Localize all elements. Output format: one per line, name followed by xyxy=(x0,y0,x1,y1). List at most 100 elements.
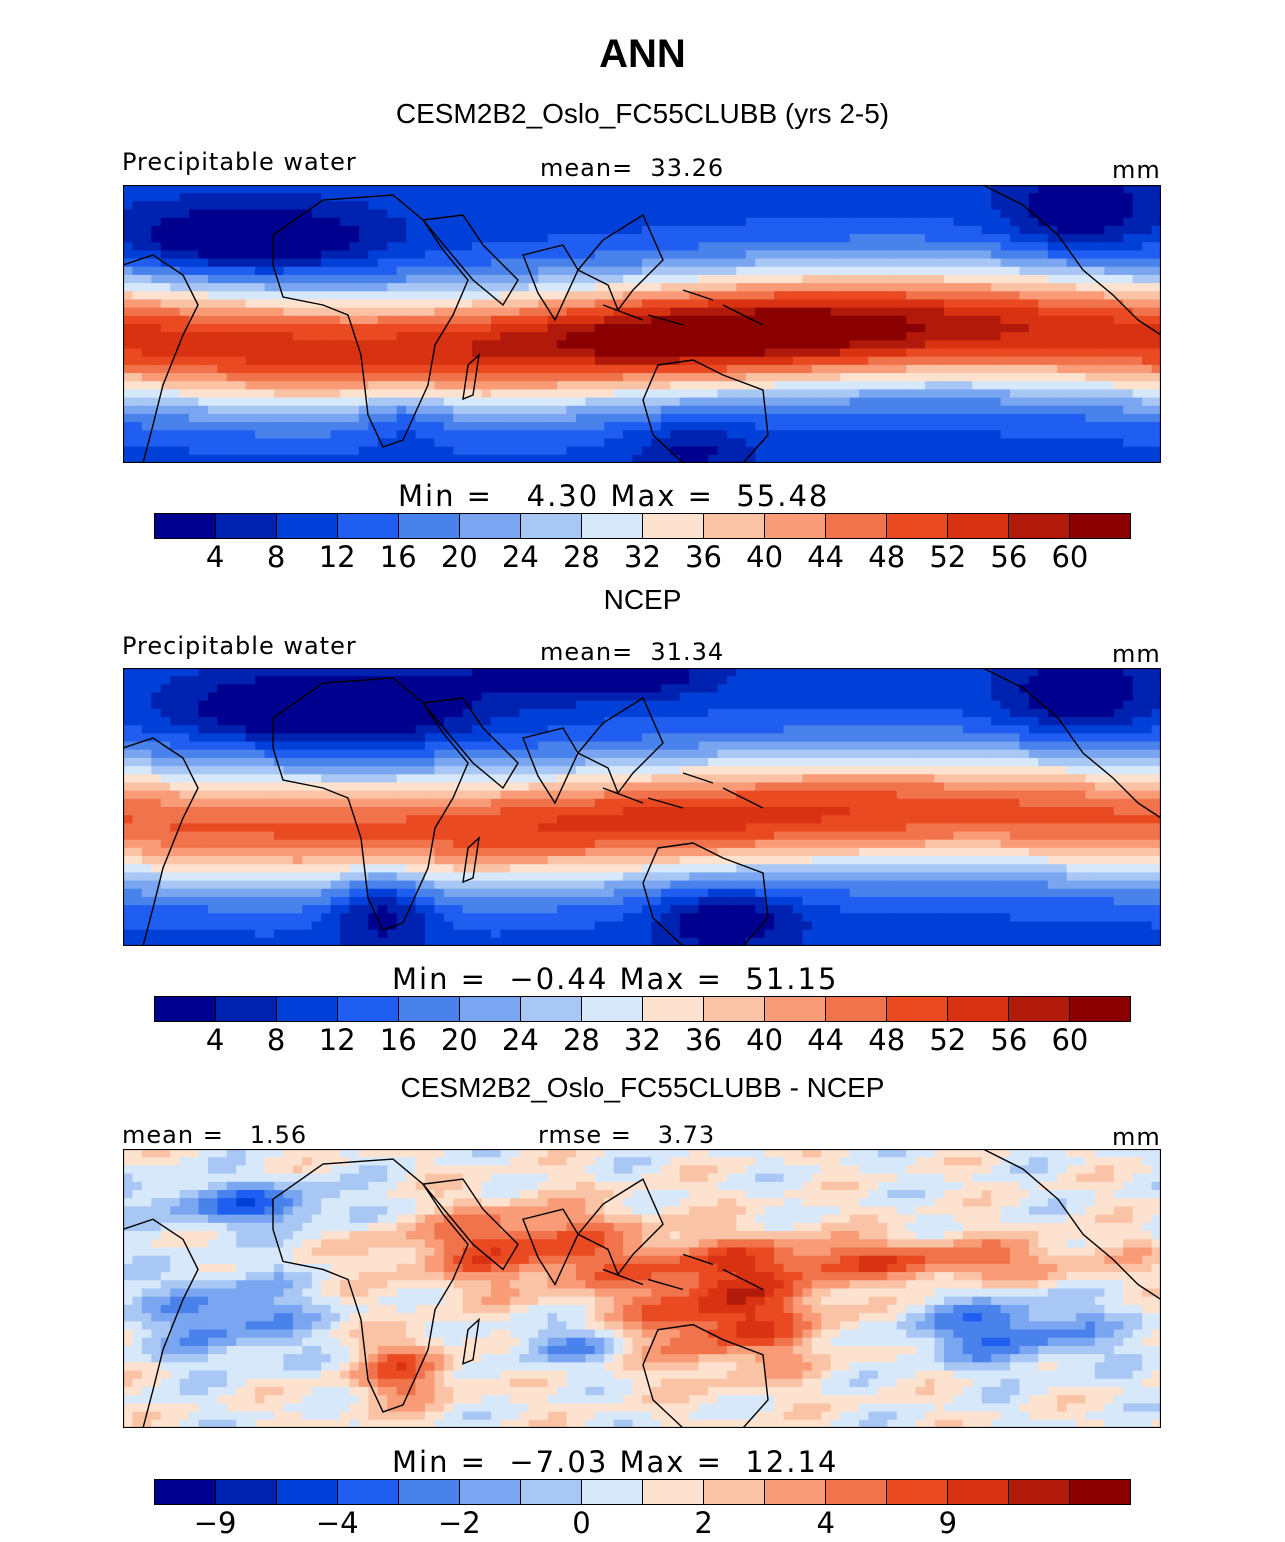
colorbar-box xyxy=(582,1480,643,1504)
colorbar-box xyxy=(765,1480,826,1504)
colorbar-box xyxy=(1009,1480,1070,1504)
colorbar-box xyxy=(704,997,765,1021)
colorbar-tick-label: 4 xyxy=(205,1023,225,1057)
coastline xyxy=(602,772,764,809)
colorbar-tick-label: 60 xyxy=(1051,1023,1089,1057)
colorbar-tick-label: 56 xyxy=(990,1023,1028,1057)
panel-3-units-label: mm xyxy=(1112,1123,1161,1151)
coastline xyxy=(642,1323,769,1428)
colorbar-box xyxy=(765,514,826,538)
panel-3-map-frame xyxy=(123,1149,1161,1428)
colorbar-box xyxy=(826,997,887,1021)
panel-1-colorbar xyxy=(154,513,1131,539)
panel-2-colorbar-ticks: 4 8 12 16 20 24 28 32 36 40 44 48 52 56 60 xyxy=(0,1023,1285,1059)
coastline xyxy=(576,213,664,312)
colorbar-box xyxy=(643,514,704,538)
colorbar-box xyxy=(155,997,216,1021)
panel-3-title: CESM2B2_Oslo_FC55CLUBB - NCEP xyxy=(400,1072,885,1103)
colorbar-tick-label: −2 xyxy=(437,1506,481,1540)
panel-1-title: CESM2B2_Oslo_FC55CLUBB (yrs 2-5) xyxy=(395,98,890,129)
panel-3-map-field xyxy=(123,1149,1161,1428)
colorbar-tick-label: 20 xyxy=(440,540,478,574)
panel-3-mean-label: mean = 1.56 xyxy=(122,1121,308,1149)
colorbar-tick-label: 48 xyxy=(868,540,906,574)
page-title: ANN xyxy=(599,32,686,76)
colorbar-tick-label: 12 xyxy=(318,540,356,574)
colorbar-tick-label: 0 xyxy=(572,1506,591,1540)
colorbar-tick-label: 8 xyxy=(266,1023,286,1057)
colorbar-box xyxy=(521,1480,582,1504)
panel-3-map-coastlines xyxy=(123,1149,1161,1428)
colorbar-box xyxy=(826,1480,887,1504)
colorbar-box xyxy=(887,514,948,538)
colorbar-box xyxy=(460,997,521,1021)
colorbar-box xyxy=(277,997,338,1021)
colorbar-tick-label: 4 xyxy=(816,1506,835,1540)
coastline xyxy=(642,842,769,946)
panel-1-units-label: mm xyxy=(1112,156,1161,184)
coastline xyxy=(642,359,769,463)
colorbar-box xyxy=(460,1480,521,1504)
colorbar-box xyxy=(399,514,460,538)
coastline xyxy=(272,677,469,931)
coastline xyxy=(576,1178,664,1276)
colorbar-tick-label: 40 xyxy=(746,1023,784,1057)
panel-2-units-label: mm xyxy=(1112,640,1161,668)
colorbar-box xyxy=(948,514,1009,538)
panel-2-map-field xyxy=(123,668,1161,946)
colorbar-tick-label: 52 xyxy=(929,540,967,574)
colorbar-tick-label: 24 xyxy=(501,1023,539,1057)
colorbar-box xyxy=(1070,514,1130,538)
panel-1-map-coastlines xyxy=(123,185,1161,463)
coastline xyxy=(123,737,199,946)
colorbar-box xyxy=(1009,514,1070,538)
coastline xyxy=(462,353,480,401)
coastline xyxy=(421,697,519,790)
panel-1-min-max: Min = 4.30 Max = 55.48 xyxy=(398,479,830,513)
colorbar-tick-label: 40 xyxy=(746,540,784,574)
panel-2-map xyxy=(123,668,1161,946)
coastline xyxy=(123,254,199,463)
colorbar-box xyxy=(216,1480,277,1504)
colorbar-tick-label: 56 xyxy=(990,540,1028,574)
coastline xyxy=(982,668,1161,819)
colorbar-tick-label: 44 xyxy=(807,1023,845,1057)
colorbar-box xyxy=(338,514,399,538)
coastline xyxy=(462,1317,480,1365)
coastline xyxy=(522,244,579,322)
panel-2-title: NCEP xyxy=(603,584,682,615)
colorbar-box xyxy=(948,997,1009,1021)
coastline xyxy=(123,1218,199,1428)
coastline xyxy=(982,1149,1161,1301)
colorbar-box xyxy=(460,514,521,538)
colorbar-box xyxy=(216,514,277,538)
colorbar-box xyxy=(887,1480,948,1504)
colorbar-box xyxy=(155,514,216,538)
panel-2-map-frame xyxy=(123,668,1161,946)
colorbar-tick-label: 52 xyxy=(929,1023,967,1057)
colorbar-box xyxy=(704,1480,765,1504)
panel-3-colorbar xyxy=(154,1479,1131,1505)
coastline xyxy=(421,1178,519,1271)
colorbar-box xyxy=(399,1480,460,1504)
coastline xyxy=(462,836,480,884)
colorbar-box xyxy=(826,514,887,538)
colorbar-box xyxy=(643,997,704,1021)
panel-1-map xyxy=(123,185,1161,463)
colorbar-box xyxy=(1070,997,1130,1021)
panel-3-rmse-label: rmse = 3.73 xyxy=(538,1121,716,1149)
coastline xyxy=(272,194,469,448)
colorbar-tick-label: −9 xyxy=(193,1506,237,1540)
colorbar-tick-label: 32 xyxy=(624,540,661,574)
colorbar-tick-label: 48 xyxy=(868,1023,906,1057)
colorbar-tick-label: 28 xyxy=(562,1023,600,1057)
panel-2-colorbar xyxy=(154,996,1131,1022)
colorbar-tick-label: 44 xyxy=(807,540,845,574)
colorbar-box xyxy=(704,514,765,538)
colorbar-tick-label: 20 xyxy=(440,1023,478,1057)
colorbar-box xyxy=(1009,997,1070,1021)
colorbar-tick-label: 4 xyxy=(205,540,225,574)
panel-1-mean-label: mean= 33.26 xyxy=(540,154,725,182)
panel-2-map-coastlines xyxy=(123,668,1161,946)
colorbar-tick-label: 2 xyxy=(694,1506,713,1540)
